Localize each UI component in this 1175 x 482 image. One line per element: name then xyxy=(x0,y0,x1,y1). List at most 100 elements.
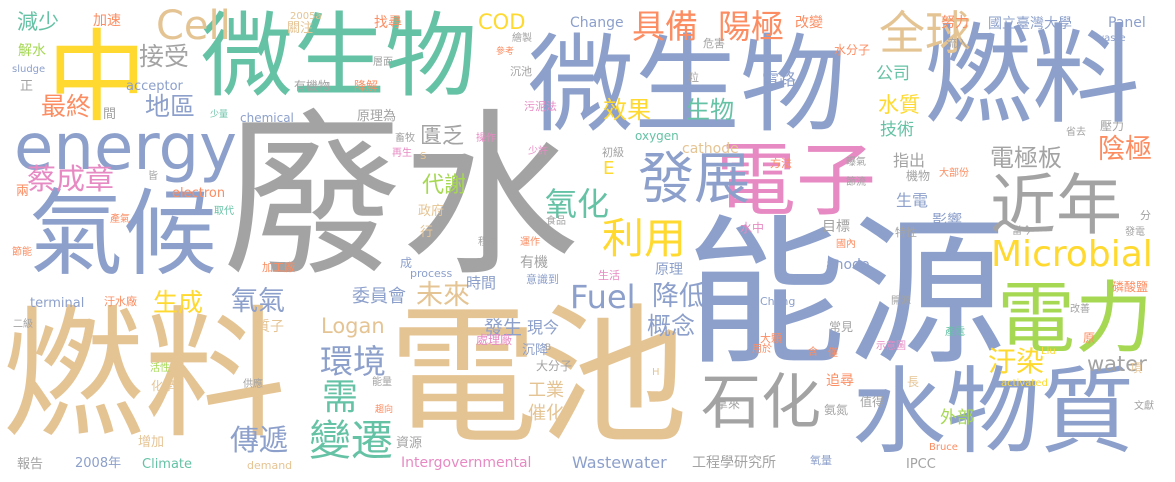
word-shao-liang: 少量 xyxy=(210,110,229,120)
word-zui-zhong: 最終 xyxy=(41,92,92,121)
word-zhi-de: 值得 xyxy=(860,395,885,409)
word-zhi-zi: 質子 xyxy=(256,319,284,335)
word-da-fen-zi: 大分子 xyxy=(536,359,573,373)
word-intergovernmental: Intergovernmental xyxy=(401,455,532,471)
word-kai-yuan: 開源 xyxy=(891,296,911,307)
word-guo-nei: 國內 xyxy=(836,239,856,250)
word-zheng-fu: 政府 xyxy=(418,204,445,219)
word-cathode: cathode xyxy=(682,141,739,157)
word-sheng-wu: 生物 xyxy=(686,96,734,124)
word-li: 粒 xyxy=(688,71,699,84)
word-can-kao: 參考 xyxy=(496,47,515,57)
word-zai-sheng: 再生 xyxy=(392,148,412,159)
word-ipcc: IPCC xyxy=(906,457,936,472)
word-neng-liang: 能量 xyxy=(372,377,392,388)
word-jian-shao: 減少 xyxy=(17,10,59,34)
word-shi-pin: 食品 xyxy=(546,216,566,227)
word-chu-ji: 初級 xyxy=(602,146,624,159)
word-electron: electron xyxy=(172,186,226,201)
word-gai-bian: 改變 xyxy=(795,15,823,31)
word-zi-yuan: 資源 xyxy=(396,436,423,451)
word-jie-liu: 節流 xyxy=(846,177,866,188)
word-yang-liang: 氧量 xyxy=(810,454,832,467)
word-mu-biao: 目標 xyxy=(822,219,850,235)
word-energy: energy xyxy=(14,111,237,185)
word-yang-qi: 氧氣 xyxy=(231,286,285,317)
word-chan-qi: 產氣 xyxy=(110,214,130,225)
word-wei-sheng-wu-blue: 微生物 xyxy=(528,24,846,147)
word-sheng-qu: 省去 xyxy=(1066,127,1086,138)
word-cell: Cell xyxy=(156,3,231,49)
word-fa-dian: 發電 xyxy=(1125,227,1145,238)
word-gong-cheng-yan-jiu-suo: 工程學研究所 xyxy=(692,455,776,471)
word-terminal: terminal xyxy=(30,296,85,311)
word-jia-su: 加速 xyxy=(93,13,121,29)
word-fen: 分 xyxy=(1140,209,1151,222)
word-shui-wu-zhi: 水物質 xyxy=(852,358,1135,467)
word-bruce: Bruce xyxy=(929,442,958,453)
word-liu: Liu xyxy=(1041,346,1056,357)
word-xiang: 項 xyxy=(1130,361,1143,375)
word-fa-zhan: 發展 xyxy=(638,147,750,212)
word-neng-yuan: 能源 xyxy=(686,200,1007,387)
word-2005a: 2005a xyxy=(290,11,322,22)
word-acceptor: acceptor xyxy=(126,79,183,94)
word-cao-zuo: 操作 xyxy=(476,133,496,144)
word-yong-yu: 用於 xyxy=(752,344,772,355)
word-ran-liao-tan: 燃料 xyxy=(2,293,286,458)
word-ceng-mian: 層面 xyxy=(373,57,393,68)
word-yang-ji: 陽極 xyxy=(718,7,784,46)
word-cheng2: 成 xyxy=(400,256,413,270)
word-activated: activated xyxy=(1001,378,1048,389)
word-bao-gao: 報告 xyxy=(17,457,44,472)
word-huan-jing: 環境 xyxy=(320,342,386,381)
word-ntu: 國立臺灣大學 xyxy=(988,16,1072,32)
word-panel: Panel xyxy=(1108,15,1146,31)
word-jie-shui: 解水 xyxy=(18,43,46,59)
word-b: B xyxy=(545,343,552,353)
word-guan-zhu: 關注 xyxy=(287,21,314,36)
word-yuan-li-wei: 原理為 xyxy=(357,109,397,124)
word-jin-nian: 近年 xyxy=(990,167,1122,244)
word-gong-si: 公司 xyxy=(876,64,910,84)
word-yuan-li: 原理 xyxy=(655,262,683,278)
word-ran-liao-blue: 燃料 xyxy=(924,14,1141,139)
word-da-bu-fen: 大部份 xyxy=(939,168,969,179)
word-change: Change xyxy=(570,15,624,31)
word-ya-li: 壓力 xyxy=(1100,119,1125,133)
word-hui-zhi: 繪製 xyxy=(512,33,532,44)
word-gai-shan: 改善 xyxy=(1070,304,1090,315)
word-jian: 間 xyxy=(103,107,117,122)
word-jin: 僅 xyxy=(828,348,838,359)
word-te-xing: 特性 xyxy=(895,226,917,239)
word-dang-jin: 當今 xyxy=(1012,226,1032,237)
word-shi-jian: 時間 xyxy=(466,274,497,292)
word-an-dan: 氨氮 xyxy=(824,403,849,417)
word-quan-qiu: 全球 xyxy=(879,6,971,60)
word-wei-yuan-hui: 委員會 xyxy=(352,286,406,307)
word-wei-hai: 危害 xyxy=(703,37,725,50)
word-gong-ying: 供應 xyxy=(243,379,263,390)
word-chan-dian: 產電 xyxy=(945,327,965,338)
word-wu-ni-fa: 污泥法 xyxy=(524,100,557,113)
word-cheng: Cheng xyxy=(760,295,796,308)
word-nu-li: 努力 xyxy=(941,15,969,31)
word-chen-chi: 沉池 xyxy=(510,65,532,78)
word-xing: 行 xyxy=(420,225,434,240)
word-huo-xing: 活性 xyxy=(150,363,170,374)
word-wu-shui-chang: 汙水廠 xyxy=(104,295,137,308)
word-zhang: 長 xyxy=(907,375,920,389)
word-zeng-jia: 增加 xyxy=(138,435,165,450)
word-yi-shi-dao: 意識到 xyxy=(526,273,559,286)
word-ju-bei: 具備 xyxy=(632,7,698,46)
word-jie-shou: 接受 xyxy=(139,42,190,71)
word-yuan: 原 xyxy=(1083,331,1096,345)
word-cai-cheng-zhang: 蔡成章 xyxy=(27,162,115,196)
word-shui-zhi: 水質 xyxy=(878,93,920,117)
word-li-yong: 利用 xyxy=(602,214,687,263)
word-climate: Climate xyxy=(142,457,193,472)
word-yang-hua: 氧化 xyxy=(545,185,610,223)
word-zheng: 正 xyxy=(20,79,34,94)
word-di-qu: 地區 xyxy=(145,92,196,121)
word-dian-ji-ban: 電極板 xyxy=(990,144,1062,172)
